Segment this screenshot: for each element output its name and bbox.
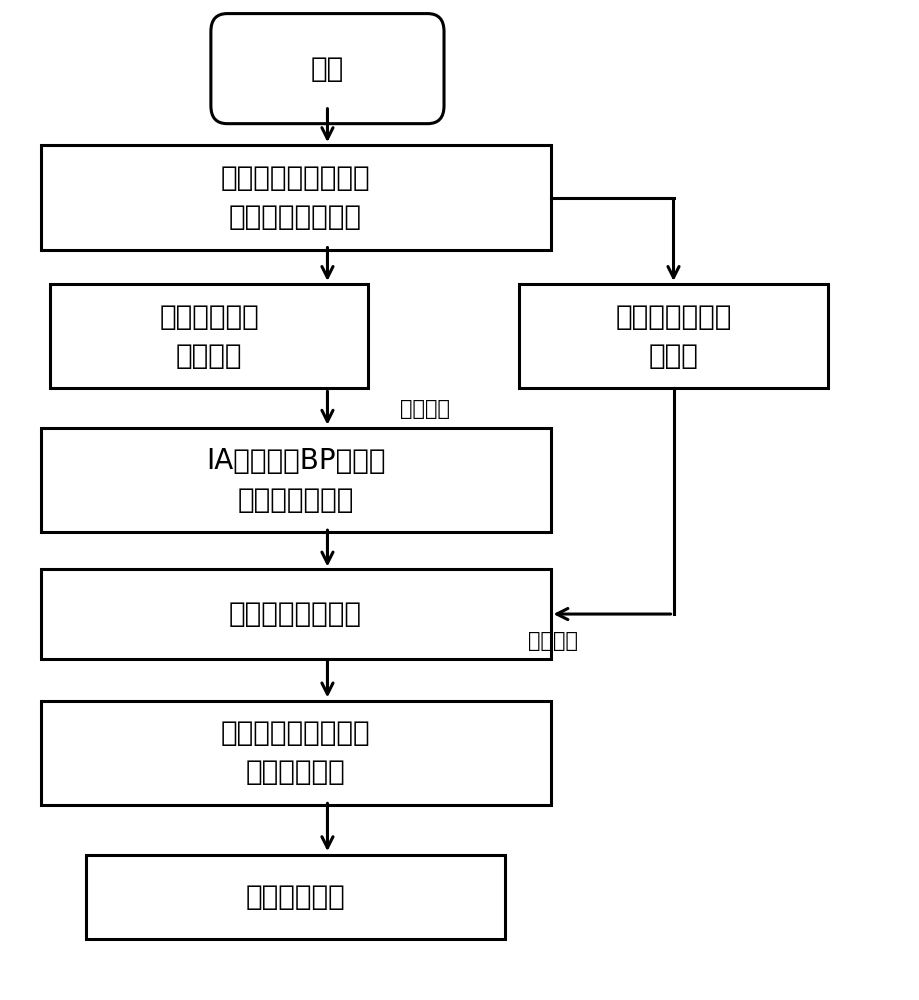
- Text: IA算法优化BP神经网
络的权值和阈值: IA算法优化BP神经网 络的权值和阈值: [206, 447, 385, 514]
- Bar: [40, 569, 550, 659]
- Text: 开始: 开始: [311, 55, 344, 83]
- Text: 对网络测试后的输出
进行反归一化: 对网络测试后的输出 进行反归一化: [221, 719, 370, 786]
- Text: 将训练样本集合测试
样本集进行归一化: 将训练样本集合测试 样本集进行归一化: [221, 164, 370, 231]
- Text: 网络输入: 网络输入: [401, 399, 450, 419]
- Text: 归一化后的测试
样本集: 归一化后的测试 样本集: [616, 303, 732, 370]
- Bar: [86, 855, 505, 939]
- Bar: [40, 701, 550, 805]
- Text: 测试结果输出: 测试结果输出: [245, 883, 346, 911]
- Bar: [518, 284, 828, 388]
- Text: 网络输入: 网络输入: [528, 631, 578, 651]
- Text: 归一化后的训
练样本集: 归一化后的训 练样本集: [159, 303, 259, 370]
- Bar: [40, 428, 550, 532]
- Bar: [40, 145, 550, 250]
- FancyBboxPatch shape: [210, 14, 444, 124]
- Bar: [50, 284, 369, 388]
- Text: 训练后的神经网络: 训练后的神经网络: [229, 600, 362, 628]
